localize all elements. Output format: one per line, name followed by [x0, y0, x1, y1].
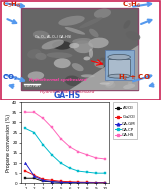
Ellipse shape: [72, 63, 84, 71]
Ellipse shape: [100, 82, 110, 85]
Ellipse shape: [42, 40, 64, 49]
Ellipse shape: [89, 29, 99, 37]
Ellipse shape: [52, 41, 71, 50]
Ellipse shape: [79, 17, 103, 28]
Ellipse shape: [54, 58, 71, 68]
Ellipse shape: [89, 49, 93, 58]
Text: Ga$_2$O$_3$-Al$_2$O$_3$ (GA-HS): Ga$_2$O$_3$-Al$_2$O$_3$ (GA-HS): [34, 33, 72, 41]
Ellipse shape: [58, 16, 85, 26]
Ellipse shape: [115, 64, 126, 69]
Ellipse shape: [84, 57, 90, 60]
Ellipse shape: [118, 66, 131, 74]
Text: C$_3$H$_6$: C$_3$H$_6$: [122, 0, 142, 10]
Ellipse shape: [105, 81, 115, 88]
Ellipse shape: [93, 85, 98, 88]
Ellipse shape: [123, 84, 135, 89]
Ellipse shape: [99, 57, 109, 66]
Ellipse shape: [119, 63, 124, 69]
Bar: [105, 50, 134, 80]
Ellipse shape: [46, 52, 72, 58]
Ellipse shape: [33, 31, 50, 39]
Ellipse shape: [94, 61, 109, 68]
Ellipse shape: [65, 75, 81, 86]
Text: GA-HS: GA-HS: [54, 91, 81, 100]
Text: CO$_2$: CO$_2$: [2, 73, 17, 83]
Text: H$_2$ + CO: H$_2$ + CO: [118, 73, 150, 83]
Ellipse shape: [28, 71, 44, 80]
Ellipse shape: [69, 43, 79, 48]
Polygon shape: [45, 45, 138, 90]
Ellipse shape: [126, 31, 140, 40]
Ellipse shape: [81, 74, 95, 77]
Ellipse shape: [123, 20, 130, 29]
Text: Hydrothermal synthesized: Hydrothermal synthesized: [40, 90, 95, 94]
Ellipse shape: [118, 66, 129, 71]
Text: 500 nm: 500 nm: [24, 84, 40, 88]
Ellipse shape: [94, 9, 111, 18]
Ellipse shape: [88, 38, 109, 48]
Ellipse shape: [27, 49, 42, 59]
Ellipse shape: [73, 40, 93, 53]
Ellipse shape: [106, 81, 114, 87]
Bar: [21, 8, 138, 90]
Ellipse shape: [35, 53, 47, 60]
Y-axis label: Propane conversion (%): Propane conversion (%): [6, 114, 11, 172]
Ellipse shape: [65, 27, 85, 35]
Ellipse shape: [103, 63, 115, 72]
Ellipse shape: [72, 38, 91, 44]
Ellipse shape: [128, 82, 132, 85]
Ellipse shape: [111, 51, 121, 57]
Legend: Al$_2$O$_3$, Ga$_2$O$_3$, GA-GM, GA-CP, GA-HS: Al$_2$O$_3$, Ga$_2$O$_3$, GA-GM, GA-CP, …: [113, 102, 137, 139]
Ellipse shape: [113, 54, 126, 61]
Text: Hydrothermal synthesized: Hydrothermal synthesized: [29, 78, 86, 82]
Ellipse shape: [108, 54, 130, 60]
Ellipse shape: [108, 74, 130, 78]
Text: C$_3$H$_8$: C$_3$H$_8$: [2, 0, 21, 10]
Bar: [108, 59, 130, 76]
Ellipse shape: [96, 60, 103, 65]
